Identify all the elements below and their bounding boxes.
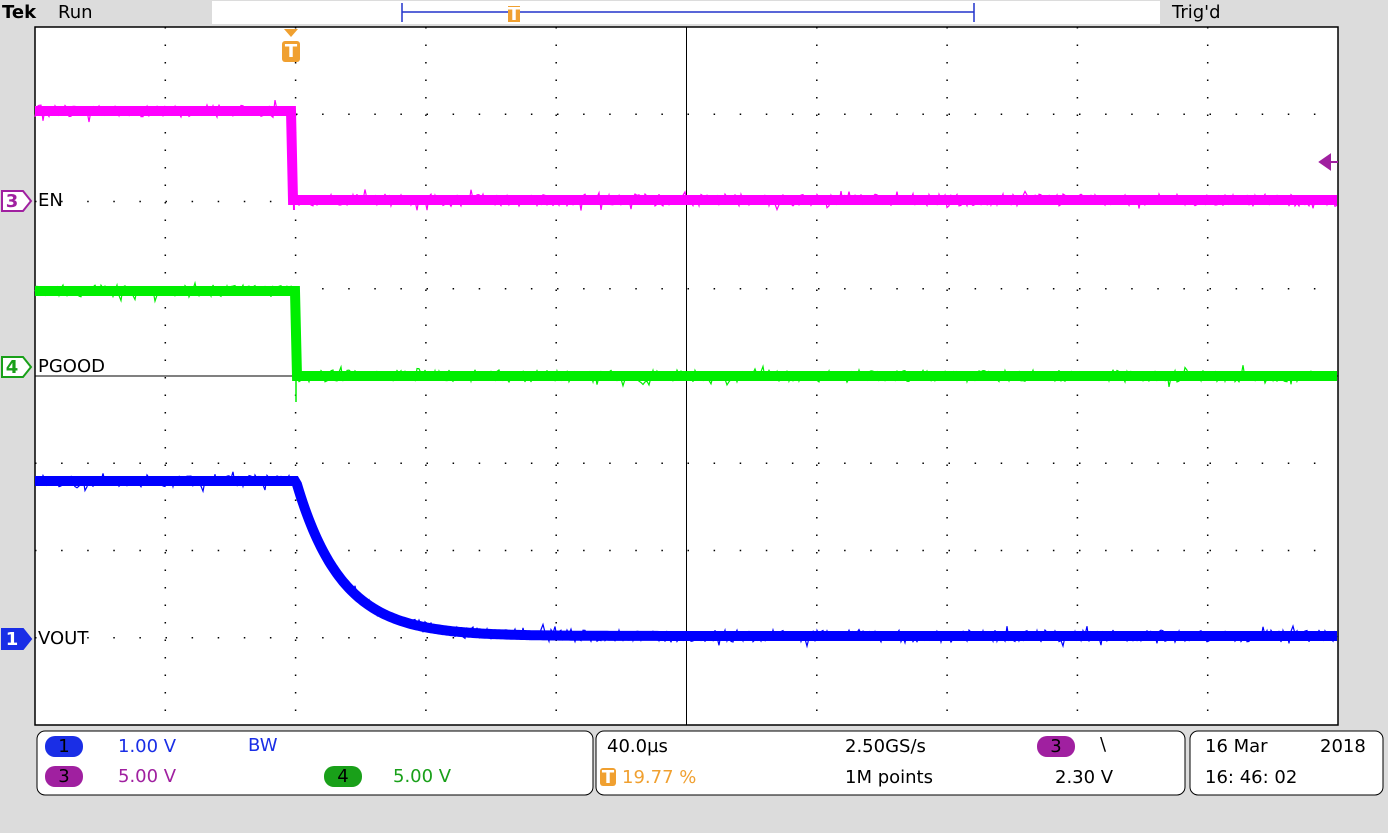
ch1-scale: 1.00 V [118,736,177,757]
trigger-slope: \ [1100,734,1107,755]
trigger-position: 19.77 % [622,767,696,788]
year: 2018 [1320,736,1366,757]
brand: Tek [2,2,37,23]
channel-label: VOUT [38,628,89,649]
ch3-number: 3 [58,766,69,787]
channel-number: 1 [6,629,19,650]
record-trigger-text: T [508,4,521,25]
ch4-number: 4 [337,766,348,787]
run-status: Run [58,2,93,23]
trigger-level: 2.30 V [1055,767,1114,788]
record-length: 1M points [845,767,933,788]
ch1-number: 1 [58,736,69,757]
trigger-position-text: T [285,41,298,62]
channel-number: 4 [6,357,19,378]
trigger-state: Trig'd [1171,2,1221,23]
channel-label: EN [38,190,63,211]
sample-rate: 2.50GS/s [845,736,926,757]
channel-number: 3 [6,191,19,212]
time: 16: 46: 02 [1205,767,1297,788]
date: 16 Mar [1205,736,1268,757]
trigger-source: 3 [1050,736,1061,757]
time-per-div: 40.0µs [607,736,668,757]
ch3-scale: 5.00 V [118,766,177,787]
channel-label: PGOOD [38,356,105,377]
ch4-scale: 5.00 V [393,766,452,787]
ch1-bandwidth: BW [248,735,278,756]
trigger-pos-marker: T [602,767,615,788]
